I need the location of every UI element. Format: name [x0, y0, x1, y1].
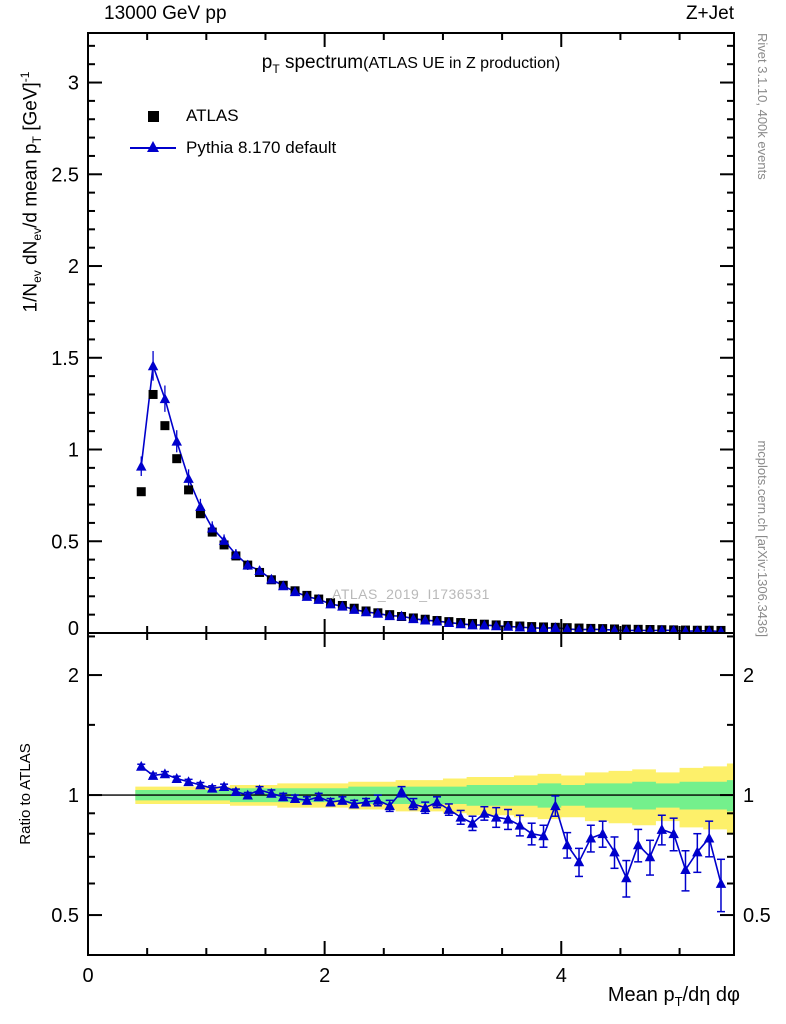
x-label-sub: T [674, 994, 683, 1009]
y-label-sub: ev [30, 227, 45, 241]
plot-title-symbol-sub: T [272, 61, 280, 76]
analysis-id-watermark: ATLAS_2019_I1736531 [332, 586, 490, 602]
legend: ATLAS Pythia 8.170 default [130, 100, 336, 164]
plot-title-text: spectrum [279, 52, 364, 73]
plot-title-symbol: p [261, 52, 273, 73]
uncertainty-bands [88, 763, 734, 834]
y-axis-label: 1/Nev dNev/d mean pT [GeV]-1 [18, 27, 46, 357]
atlas-point [195, 509, 205, 519]
atlas-point [160, 421, 170, 431]
svg-text:0.5: 0.5 [51, 905, 79, 927]
y-label-sub: ev [30, 270, 45, 283]
svg-text:0: 0 [68, 618, 79, 640]
atlas-point [184, 485, 194, 495]
mcplots-reference-note: mcplots.cern.ch [arXiv:1306.3436] [755, 440, 770, 637]
svg-text:2.5: 2.5 [51, 164, 79, 186]
svg-text:2: 2 [68, 256, 79, 278]
atlas-point [136, 487, 146, 497]
y-label-part: /d mean p [20, 143, 42, 228]
y-label-part: 1/N [20, 282, 42, 313]
main-series [136, 351, 726, 633]
atlas-point [148, 389, 158, 399]
plot-title: pT spectrum(ATLAS UE in Z production) [88, 52, 734, 76]
y-label-part: dN [20, 240, 42, 271]
svg-text:1: 1 [68, 440, 79, 462]
x-label-part: Mean p [607, 984, 675, 1006]
svg-text:4: 4 [556, 965, 567, 987]
atlas-point [219, 540, 229, 550]
plot-title-paren: (ATLAS UE in Z production) [363, 55, 561, 72]
square-marker-icon [130, 109, 176, 123]
svg-text:1: 1 [68, 785, 79, 807]
svg-text:2: 2 [68, 665, 79, 687]
x-label-part: /dη dφ [682, 984, 740, 1006]
legend-item-pythia: Pythia 8.170 default [130, 132, 336, 164]
y-label-sub: T [30, 136, 45, 144]
process-label: Z+Jet [685, 3, 734, 24]
svg-text:0: 0 [82, 965, 93, 987]
ratio-axis-label: Ratio to ATLAS [17, 743, 34, 845]
svg-text:1.5: 1.5 [51, 348, 79, 370]
ratio-panel-frame [87, 632, 735, 956]
legend-item-atlas: ATLAS [130, 100, 336, 132]
x-axis-label: Mean pT/dη dφ [608, 984, 740, 1009]
triangle-marker-icon [130, 140, 176, 155]
svg-text:1: 1 [743, 785, 754, 807]
atlas-point [172, 454, 182, 464]
svg-text:2: 2 [319, 965, 330, 987]
legend-label-pythia: Pythia 8.170 default [186, 138, 337, 157]
svg-text:2: 2 [743, 665, 754, 687]
svg-text:0.5: 0.5 [743, 905, 771, 927]
y-label-sup: -1 [18, 71, 32, 83]
ratio-series [136, 760, 727, 913]
y-label-part: [GeV] [20, 82, 42, 137]
legend-label-atlas: ATLAS [186, 106, 239, 125]
svg-text:0.5: 0.5 [51, 531, 79, 553]
svg-text:3: 3 [68, 73, 79, 95]
beam-energy-label: 13000 GeV pp [104, 3, 227, 24]
rivet-version-note: Rivet 3.1.10, 400k events [755, 33, 770, 180]
